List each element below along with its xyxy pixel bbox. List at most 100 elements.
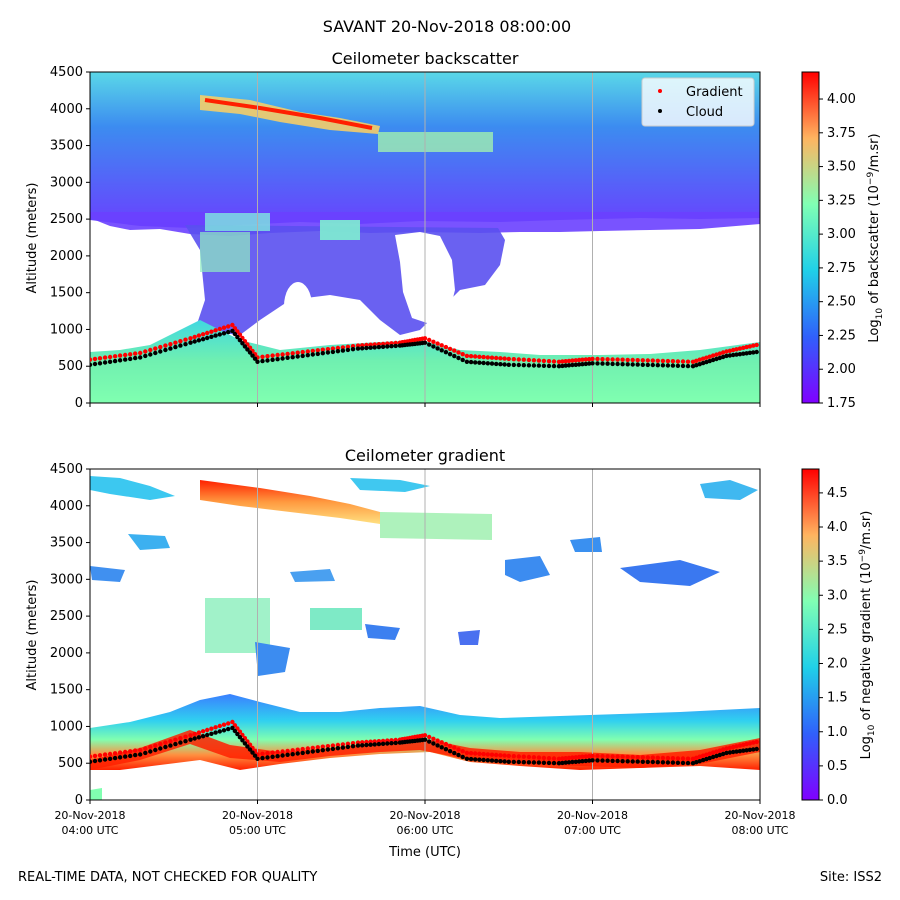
bottom-colorbar-tick-label: 1.5 bbox=[827, 691, 848, 706]
gradient-point bbox=[90, 357, 93, 362]
gradient-point bbox=[685, 756, 691, 761]
cloud-point bbox=[665, 363, 671, 368]
gradient-point bbox=[551, 359, 557, 364]
legend-label-gradient: Gradient bbox=[686, 85, 743, 100]
cloud-point bbox=[205, 335, 210, 341]
gradient-point bbox=[200, 332, 206, 337]
gradient-point bbox=[473, 354, 478, 359]
gradient-point bbox=[213, 725, 218, 730]
gradient-point bbox=[502, 356, 507, 361]
cloud-point bbox=[707, 755, 712, 761]
cloud-point bbox=[560, 760, 565, 766]
cloud-point bbox=[506, 362, 511, 367]
cloud-point bbox=[431, 344, 436, 349]
gradient-point bbox=[546, 756, 552, 761]
gradient-point bbox=[230, 322, 235, 328]
footer-site: Site: ISS2 bbox=[819, 870, 882, 885]
gradient-point bbox=[188, 336, 193, 341]
gradient-point bbox=[625, 357, 630, 363]
gradient-point bbox=[704, 752, 709, 757]
gradient-point bbox=[587, 357, 592, 362]
cloud-point bbox=[226, 329, 231, 335]
cloud-point bbox=[556, 364, 562, 369]
gradient-point bbox=[335, 742, 341, 748]
gradient-point bbox=[511, 357, 516, 362]
gradient-point bbox=[325, 744, 331, 749]
cloud-point bbox=[305, 750, 310, 755]
gradient-point bbox=[700, 753, 706, 758]
gradient-point bbox=[526, 754, 532, 760]
gradient-point bbox=[107, 354, 113, 360]
legend: Gradient Cloud bbox=[641, 77, 755, 127]
cloud-point bbox=[714, 356, 719, 362]
gradient-point bbox=[506, 356, 511, 362]
gradient-point bbox=[468, 354, 474, 359]
gradient-point bbox=[710, 750, 716, 755]
bottom-ytick-label: 500 bbox=[58, 756, 83, 771]
cloud-point bbox=[675, 760, 681, 765]
cloud-point bbox=[516, 362, 521, 368]
gradient-point bbox=[563, 756, 568, 761]
cloud-point bbox=[112, 755, 118, 761]
top-ytick-label: 500 bbox=[58, 359, 83, 374]
cloud-point bbox=[235, 334, 240, 340]
cloud-point bbox=[635, 759, 640, 764]
cloud-point bbox=[583, 758, 588, 764]
cloud-point bbox=[123, 754, 128, 759]
gradient-point bbox=[148, 347, 153, 353]
gradient-point bbox=[485, 355, 490, 360]
gradient-point bbox=[630, 754, 635, 760]
cloud-point bbox=[315, 351, 320, 357]
gradient-point bbox=[112, 354, 118, 359]
gradient-point bbox=[435, 341, 440, 346]
cloud-point bbox=[724, 353, 729, 359]
cloud-point bbox=[473, 757, 478, 762]
cloud-point bbox=[217, 332, 222, 337]
gradient-point bbox=[427, 337, 432, 343]
cloud-point bbox=[551, 363, 557, 369]
bottom-ylabel: Altitude (meters) bbox=[25, 580, 40, 691]
cloud-point bbox=[650, 759, 655, 765]
gradient-point bbox=[128, 749, 133, 754]
cloud-point bbox=[447, 352, 453, 357]
cloud-point bbox=[133, 752, 138, 758]
gradient-point bbox=[230, 719, 235, 725]
bottom-colorbar-label: Log10 of negative gradient (10−9/m.sr) bbox=[858, 511, 877, 760]
cloud-point bbox=[502, 759, 507, 764]
cloud-point bbox=[645, 362, 650, 368]
legend-label-cloud: Cloud bbox=[686, 105, 723, 120]
cloud-point bbox=[704, 756, 709, 762]
cloud-point bbox=[600, 758, 605, 763]
gradient-point bbox=[290, 748, 295, 753]
gradient-point bbox=[102, 752, 108, 757]
cloud-point bbox=[305, 353, 310, 358]
bottom-colorbar-tick-label: 3.5 bbox=[827, 554, 848, 569]
cloud-point bbox=[447, 749, 453, 754]
cloud-point bbox=[464, 359, 470, 364]
gradient-point bbox=[680, 756, 686, 761]
gradient-point bbox=[205, 330, 210, 336]
cloud-point bbox=[102, 360, 108, 365]
cloud-point bbox=[260, 358, 265, 364]
gradient-point bbox=[305, 349, 310, 354]
cloud-point bbox=[427, 342, 432, 347]
bottom-colorbar-tick-label: 4.0 bbox=[827, 520, 848, 535]
gradient-point bbox=[615, 754, 620, 759]
cloud-point bbox=[345, 347, 351, 353]
gradient-point bbox=[541, 358, 547, 364]
gradient-point bbox=[727, 348, 733, 353]
cloud-point bbox=[389, 741, 394, 746]
gradient-point bbox=[610, 357, 615, 362]
cloud-point bbox=[694, 760, 699, 765]
cloud-point bbox=[526, 760, 532, 765]
cloud-point bbox=[700, 757, 706, 763]
gradient-point bbox=[340, 742, 346, 747]
cloud-point bbox=[697, 362, 702, 367]
cloud-point bbox=[531, 363, 537, 368]
cloud-point bbox=[200, 734, 206, 739]
top-ytick-label: 2500 bbox=[50, 212, 83, 227]
cloud-point bbox=[260, 755, 265, 761]
cloud-point bbox=[443, 350, 449, 355]
cloud-point bbox=[252, 356, 258, 361]
cloud-point bbox=[285, 355, 290, 360]
